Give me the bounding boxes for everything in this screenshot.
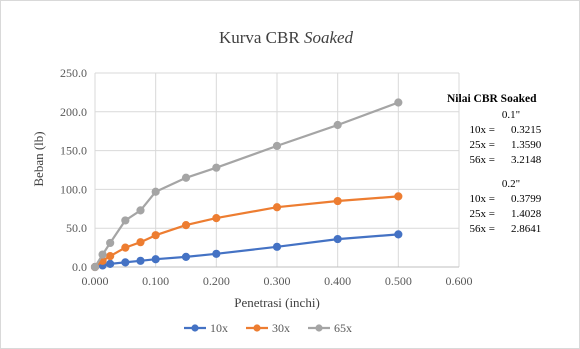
chart-title: Kurva CBR Soaked: [219, 28, 354, 47]
cbr-row-label: 25x =: [469, 139, 495, 151]
data-point: [121, 258, 130, 267]
x-tick-label: 0.500: [385, 274, 412, 288]
cbr-section-0.2: 0.2" 10x = 0.3799 25x = 1.4028 56x = 2.8641: [447, 178, 575, 237]
cbr-row-label: 10x =: [469, 193, 495, 205]
legend: 10x 30x 65x: [184, 321, 352, 335]
data-point: [151, 255, 160, 264]
y-tick-label: 250.0: [60, 66, 87, 80]
cbr-section-heading: 0.1": [501, 109, 521, 121]
cbr-values-panel: Nilai CBR Soaked 0.1" 10x = 0.3215 25x = 1…: [447, 93, 575, 237]
x-tick-label: 0.300: [264, 274, 291, 288]
data-point: [212, 163, 221, 172]
data-point: [181, 173, 191, 182]
chart-title-italic: Soaked: [304, 28, 354, 47]
cbr-row-label: 56x =: [469, 154, 495, 166]
cbr-row-value: 1.3590: [511, 139, 542, 151]
y-tick-label: 50.0: [66, 221, 87, 235]
cbr-section-0.1: 0.1" 10x = 0.3215 25x = 1.3590 56x = 3.2148: [447, 109, 575, 168]
legend-swatch-marker: [191, 324, 199, 332]
cbr-row: 25x = 1.4028: [447, 207, 575, 222]
data-point: [394, 98, 403, 107]
data-point: [121, 216, 130, 225]
chart-title-main: Kurva CBR: [219, 28, 300, 47]
x-tick-label: 0.200: [203, 274, 230, 288]
data-point: [333, 120, 342, 130]
data-point: [136, 206, 145, 215]
data-point: [394, 230, 403, 239]
x-tick-label: 0.400: [324, 274, 351, 288]
y-axis-label: Beban (lb): [31, 131, 46, 186]
data-point: [394, 192, 403, 201]
legend-item-65x: 65x: [308, 321, 352, 335]
series-lines: [90, 98, 403, 272]
data-point: [272, 203, 282, 212]
x-axis-label: Penetrasi (inchi): [234, 295, 320, 310]
data-point: [136, 238, 145, 247]
cbr-row: 25x = 1.3590: [447, 138, 575, 153]
cbr-section-heading: 0.2": [501, 178, 521, 190]
data-point: [333, 234, 342, 244]
data-point: [106, 252, 115, 261]
data-point: [181, 252, 191, 262]
y-tick-labels: 0.0 50.0 100.0 150.0 200.0 250.0: [60, 66, 87, 274]
legend-swatch-marker: [315, 324, 323, 332]
data-point: [151, 187, 160, 196]
cbr-row: 56x = 3.2148: [447, 153, 575, 168]
data-point: [333, 196, 342, 206]
data-point: [106, 259, 115, 268]
data-point: [90, 262, 100, 272]
axes: [94, 73, 459, 268]
cbr-row-value: 3.2148: [511, 154, 542, 166]
cbr-row: 10x = 0.3215: [447, 123, 575, 138]
legend-item-10x: 10x: [184, 321, 228, 335]
data-point: [272, 141, 282, 151]
legend-label: 65x: [334, 321, 352, 335]
cbr-row-label: 10x =: [469, 124, 495, 136]
data-point: [98, 250, 107, 259]
data-point: [272, 242, 282, 251]
x-tick-label: 0.100: [142, 274, 169, 288]
y-tick-label: 200.0: [60, 105, 87, 119]
y-tick-label: 100.0: [60, 182, 87, 196]
data-point: [106, 238, 115, 248]
legend-label: 10x: [210, 321, 228, 335]
data-point: [121, 243, 130, 252]
cbr-row-value: 2.8641: [511, 223, 542, 235]
series-10x: [90, 230, 403, 272]
legend-label: 30x: [272, 321, 290, 335]
x-tick-label: 0.000: [82, 274, 109, 288]
cbr-row-label: 25x =: [469, 208, 495, 220]
data-point: [181, 220, 191, 230]
data-point: [212, 214, 221, 223]
cbr-row-value: 1.4028: [511, 208, 542, 220]
y-tick-label: 0.0: [72, 260, 87, 274]
cbr-row: 56x = 2.8641: [447, 222, 575, 237]
cbr-row-value: 0.3215: [511, 124, 542, 136]
legend-swatch-marker: [253, 324, 261, 332]
cbr-row-label: 56x =: [469, 223, 495, 235]
cbr-row-value: 0.3799: [511, 193, 542, 205]
cbr-row: 10x = 0.3799: [447, 192, 575, 207]
data-point: [136, 256, 145, 265]
legend-item-30x: 30x: [246, 321, 290, 335]
cbr-panel-title: Nilai CBR Soaked: [447, 93, 537, 105]
data-point: [151, 231, 160, 240]
x-tick-labels: 0.000 0.100 0.200 0.300 0.400 0.500 0.600: [82, 274, 473, 288]
x-tick-label: 0.600: [446, 274, 473, 288]
data-point: [212, 249, 221, 258]
y-tick-label: 150.0: [60, 144, 87, 158]
series-65x: [90, 98, 403, 272]
